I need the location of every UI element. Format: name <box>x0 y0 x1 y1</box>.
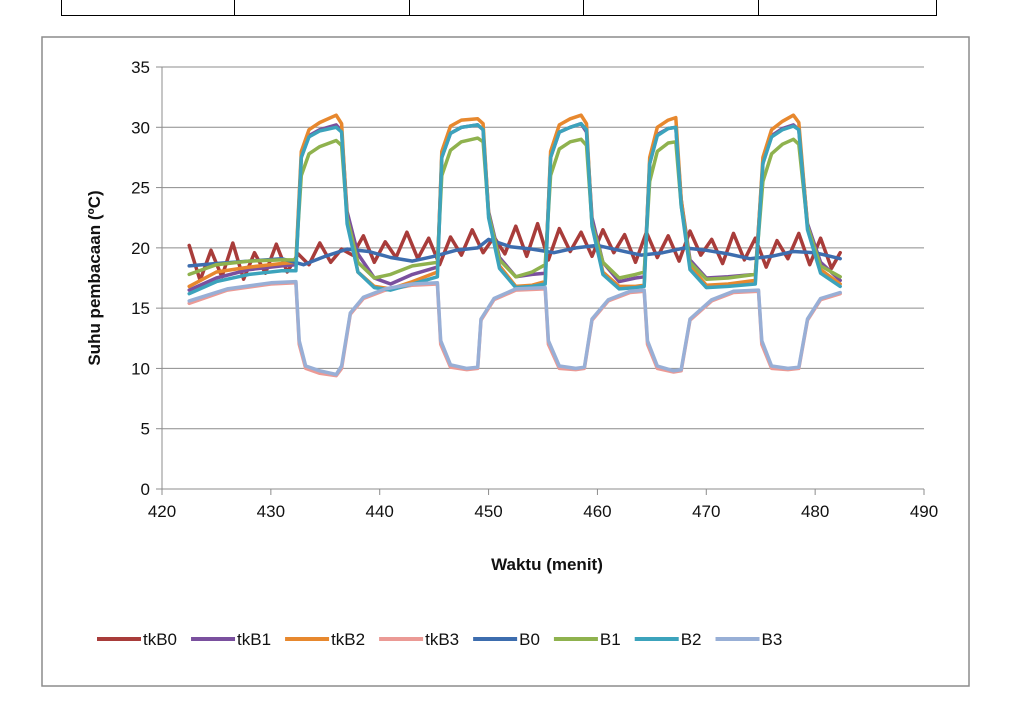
x-tick-label: 420 <box>148 502 176 521</box>
legend-label-tkB2: tkB2 <box>331 630 365 649</box>
y-tick-label: 10 <box>131 359 150 378</box>
y-tick-label: 15 <box>131 299 150 318</box>
x-tick-label: 430 <box>257 502 285 521</box>
x-tick-label: 440 <box>366 502 394 521</box>
legend: tkB0 tkB1 tkB2 tkB3 B0 B1 B2 B3 <box>97 630 782 649</box>
legend-label-tkB0: tkB0 <box>143 630 177 649</box>
table-divider <box>583 0 584 16</box>
legend-label-B1: B1 <box>600 630 621 649</box>
table-divider <box>409 0 410 16</box>
x-tick-label: 460 <box>583 502 611 521</box>
series-line-B3 <box>187 279 842 377</box>
x-tick-label: 480 <box>801 502 829 521</box>
y-tick-label: 5 <box>141 420 150 439</box>
y-tick-label: 0 <box>141 480 150 499</box>
table-divider <box>234 0 235 16</box>
series-line-B0 <box>187 237 842 268</box>
series-line-B2 <box>187 121 842 296</box>
legend-label-B0: B0 <box>519 630 540 649</box>
legend-label-B3: B3 <box>762 630 783 649</box>
chart-area-border <box>41 36 970 687</box>
table-fragment <box>61 0 937 16</box>
series-lines <box>187 113 842 378</box>
series-line-tkB2 <box>187 113 842 291</box>
axes <box>156 66 925 495</box>
y-axis-title: Suhu pembacaan (ºC) <box>85 190 104 365</box>
legend-label-tkB3: tkB3 <box>425 630 459 649</box>
y-tick-label: 35 <box>131 58 150 77</box>
x-tick-label: 470 <box>692 502 720 521</box>
y-tick-label: 25 <box>131 179 150 198</box>
x-axis-title: Waktu (menit) <box>491 555 603 574</box>
y-tick-label: 30 <box>131 118 150 137</box>
tick-labels: 0 5 10 15 20 25 30 35 420 430 440 450 460 470 480 490 <box>131 58 938 521</box>
x-tick-label: 490 <box>910 502 938 521</box>
legend-label-B2: B2 <box>681 630 702 649</box>
table-divider <box>758 0 759 16</box>
y-tick-label: 20 <box>131 239 150 258</box>
legend-label-tkB1: tkB1 <box>237 630 271 649</box>
x-tick-label: 450 <box>474 502 502 521</box>
